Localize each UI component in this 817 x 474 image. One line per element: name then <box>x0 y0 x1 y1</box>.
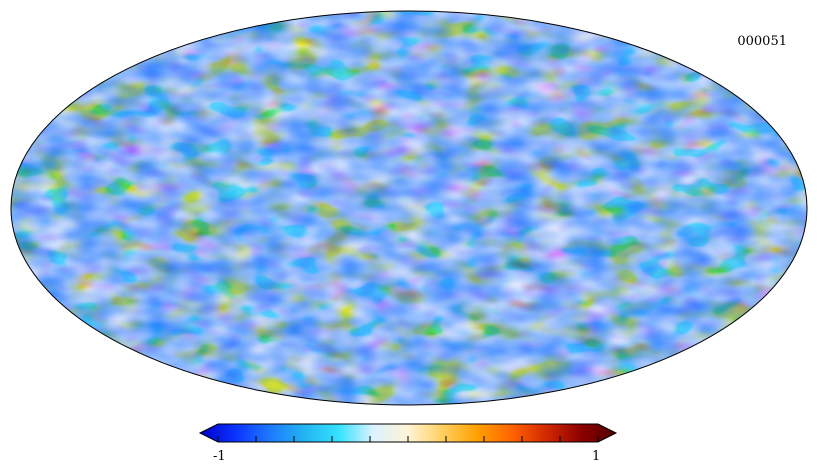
colorbar-min-label: -1 <box>213 449 226 464</box>
map-outline <box>10 10 808 406</box>
sky-map <box>10 10 808 406</box>
map-field <box>11 11 807 405</box>
map-id-label: 000051 <box>737 34 787 49</box>
colorbar <box>198 423 618 443</box>
colorbar-max-label: 1 <box>592 449 601 464</box>
colorbar-ticks <box>217 436 599 442</box>
